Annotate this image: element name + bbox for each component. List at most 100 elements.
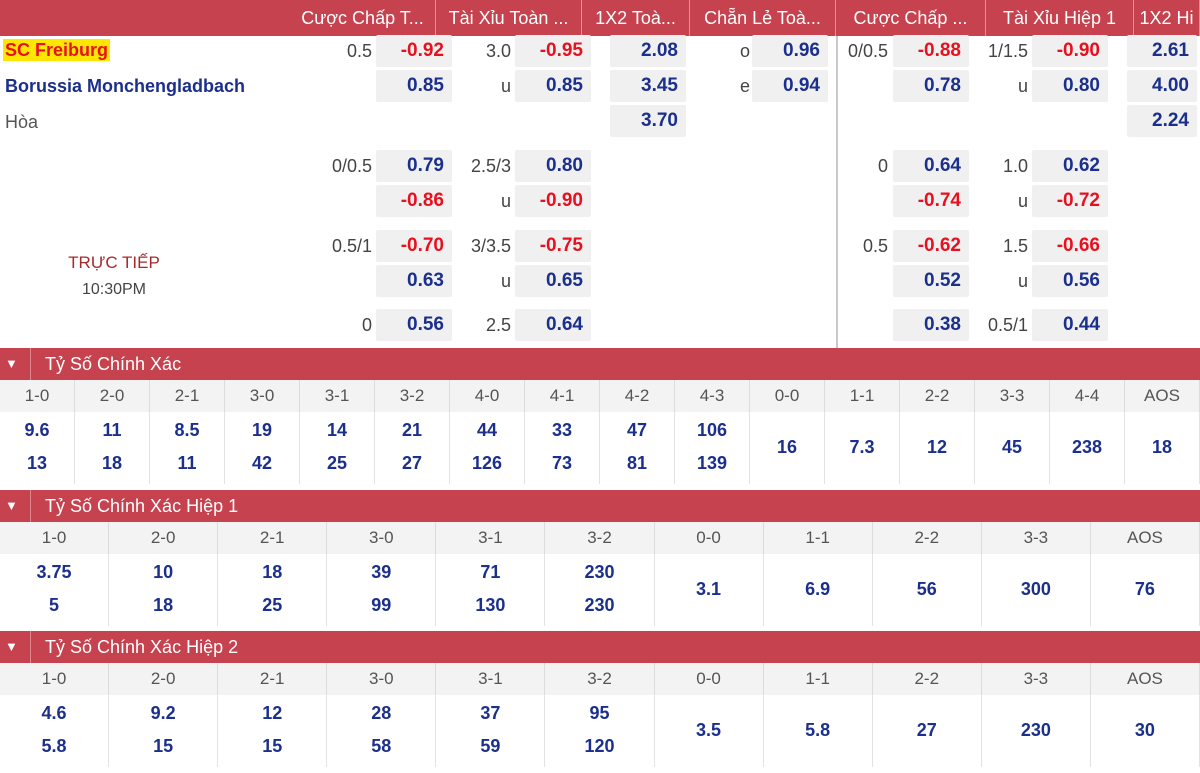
odds-value[interactable]: 0.56 (1032, 265, 1108, 297)
score-odds[interactable]: 13 (26, 453, 48, 473)
score-odds[interactable]: 7.3 (849, 437, 875, 457)
score-odds[interactable]: 95 (589, 703, 610, 723)
score-odds[interactable]: 47 (626, 420, 648, 440)
score-odds[interactable]: 14 (326, 420, 348, 440)
score-odds[interactable]: 3.5 (696, 720, 722, 740)
odds-value[interactable]: -0.74 (893, 185, 969, 217)
section-header[interactable]: ▼ Tỷ Số Chính Xác Hiệp 1 (0, 490, 1200, 522)
odds-value[interactable]: -0.90 (515, 185, 591, 217)
score-odds[interactable]: 12 (262, 703, 283, 723)
score-odds[interactable]: 45 (1001, 437, 1023, 457)
score-odds[interactable]: 230 (584, 595, 615, 615)
column-header[interactable]: Tài Xỉu Hiệp 1 (986, 0, 1134, 36)
score-odds[interactable]: 12 (926, 437, 948, 457)
odds-value[interactable]: -0.90 (1032, 35, 1108, 67)
column-header[interactable]: 1X2 Toà... (582, 0, 690, 36)
column-header[interactable]: Cược Chấp ... (836, 0, 986, 36)
score-odds[interactable]: 5.8 (805, 720, 831, 740)
score-odds[interactable]: 73 (551, 453, 573, 473)
score-odds[interactable]: 18 (101, 453, 123, 473)
odds-value[interactable]: 0.80 (1032, 70, 1108, 102)
odds-value[interactable]: 4.00 (1127, 70, 1197, 102)
score-odds[interactable]: 4.6 (41, 703, 67, 723)
score-odds[interactable]: 30 (1134, 720, 1155, 740)
score-odds[interactable]: 11 (102, 420, 122, 440)
score-odds[interactable]: 59 (480, 736, 501, 756)
score-odds[interactable]: 15 (153, 736, 174, 756)
home-team-name[interactable]: SC Freiburg (3, 39, 111, 61)
score-odds[interactable]: 9.6 (24, 420, 50, 440)
score-odds[interactable]: 16 (776, 437, 798, 457)
odds-value[interactable]: -0.95 (515, 35, 591, 67)
score-odds[interactable]: 126 (471, 453, 503, 473)
section-header[interactable]: ▼ Tỷ Số Chính Xác (0, 348, 1200, 380)
odds-value[interactable]: -0.88 (893, 35, 969, 67)
score-odds[interactable]: 300 (1020, 579, 1051, 599)
odds-value[interactable]: -0.75 (515, 230, 591, 262)
score-odds[interactable]: 9.2 (150, 703, 176, 723)
score-odds[interactable]: 3.75 (36, 562, 72, 582)
odds-value[interactable]: 0.52 (893, 265, 969, 297)
odds-value[interactable]: -0.92 (376, 35, 452, 67)
chevron-down-icon[interactable]: ▼ (5, 498, 18, 513)
odds-value[interactable]: 0.62 (1032, 150, 1108, 182)
score-odds[interactable]: 39 (371, 562, 392, 582)
score-odds[interactable]: 120 (584, 736, 615, 756)
score-odds[interactable]: 42 (251, 453, 273, 473)
odds-value[interactable]: 0.96 (752, 35, 828, 67)
odds-value[interactable]: 0.65 (515, 265, 591, 297)
score-odds[interactable]: 27 (916, 720, 937, 740)
score-odds[interactable]: 6.9 (805, 579, 831, 599)
odds-value[interactable]: -0.66 (1032, 230, 1108, 262)
section-header[interactable]: ▼ Tỷ Số Chính Xác Hiệp 2 (0, 631, 1200, 663)
chevron-down-icon[interactable]: ▼ (5, 356, 18, 371)
score-odds[interactable]: 11 (177, 453, 197, 473)
score-odds[interactable]: 230 (584, 562, 615, 582)
score-odds[interactable]: 8.5 (174, 420, 200, 440)
score-odds[interactable]: 130 (475, 595, 506, 615)
odds-value[interactable]: 0.85 (515, 70, 591, 102)
odds-value[interactable]: -0.72 (1032, 185, 1108, 217)
odds-value[interactable]: 0.44 (1032, 309, 1108, 341)
score-odds[interactable]: 33 (551, 420, 573, 440)
score-odds[interactable]: 44 (476, 420, 498, 440)
score-odds[interactable]: 15 (262, 736, 283, 756)
score-odds[interactable]: 139 (696, 453, 728, 473)
column-header[interactable]: Tài Xỉu Toàn ... (436, 0, 582, 36)
odds-value[interactable]: 0.64 (893, 150, 969, 182)
score-odds[interactable]: 76 (1134, 579, 1155, 599)
odds-value[interactable]: 0.80 (515, 150, 591, 182)
odds-value[interactable]: 0.38 (893, 309, 969, 341)
column-header[interactable]: Chẵn Lẻ Toà... (690, 0, 836, 36)
score-odds[interactable]: 58 (371, 736, 392, 756)
odds-value[interactable]: -0.86 (376, 185, 452, 217)
score-odds[interactable]: 27 (401, 453, 423, 473)
odds-value[interactable]: 0.64 (515, 309, 591, 341)
score-odds[interactable]: 18 (1151, 437, 1173, 457)
score-odds[interactable]: 28 (371, 703, 392, 723)
score-odds[interactable]: 21 (401, 420, 423, 440)
odds-value[interactable]: 0.78 (893, 70, 969, 102)
odds-value[interactable]: -0.62 (893, 230, 969, 262)
score-odds[interactable]: 5.8 (41, 736, 67, 756)
score-odds[interactable]: 106 (696, 420, 728, 440)
column-header[interactable]: 1X2 Hi (1134, 0, 1200, 36)
score-odds[interactable]: 71 (480, 562, 501, 582)
score-odds[interactable]: 18 (153, 595, 174, 615)
odds-value[interactable]: 0.94 (752, 70, 828, 102)
odds-value[interactable]: -0.70 (376, 230, 452, 262)
score-odds[interactable]: 37 (480, 703, 501, 723)
odds-value[interactable]: 0.63 (376, 265, 452, 297)
score-odds[interactable]: 5 (49, 595, 60, 615)
odds-value[interactable]: 3.70 (610, 105, 686, 137)
score-odds[interactable]: 19 (251, 420, 273, 440)
column-header[interactable]: Cược Chấp T... (290, 0, 436, 36)
odds-value[interactable]: 0.56 (376, 309, 452, 341)
score-odds[interactable]: 10 (153, 562, 174, 582)
score-odds[interactable]: 230 (1020, 720, 1051, 740)
score-odds[interactable]: 18 (262, 562, 283, 582)
odds-value[interactable]: 0.85 (376, 70, 452, 102)
away-team-name[interactable]: Borussia Monchengladbach (5, 76, 246, 96)
odds-value[interactable]: 3.45 (610, 70, 686, 102)
score-odds[interactable]: 81 (626, 453, 648, 473)
